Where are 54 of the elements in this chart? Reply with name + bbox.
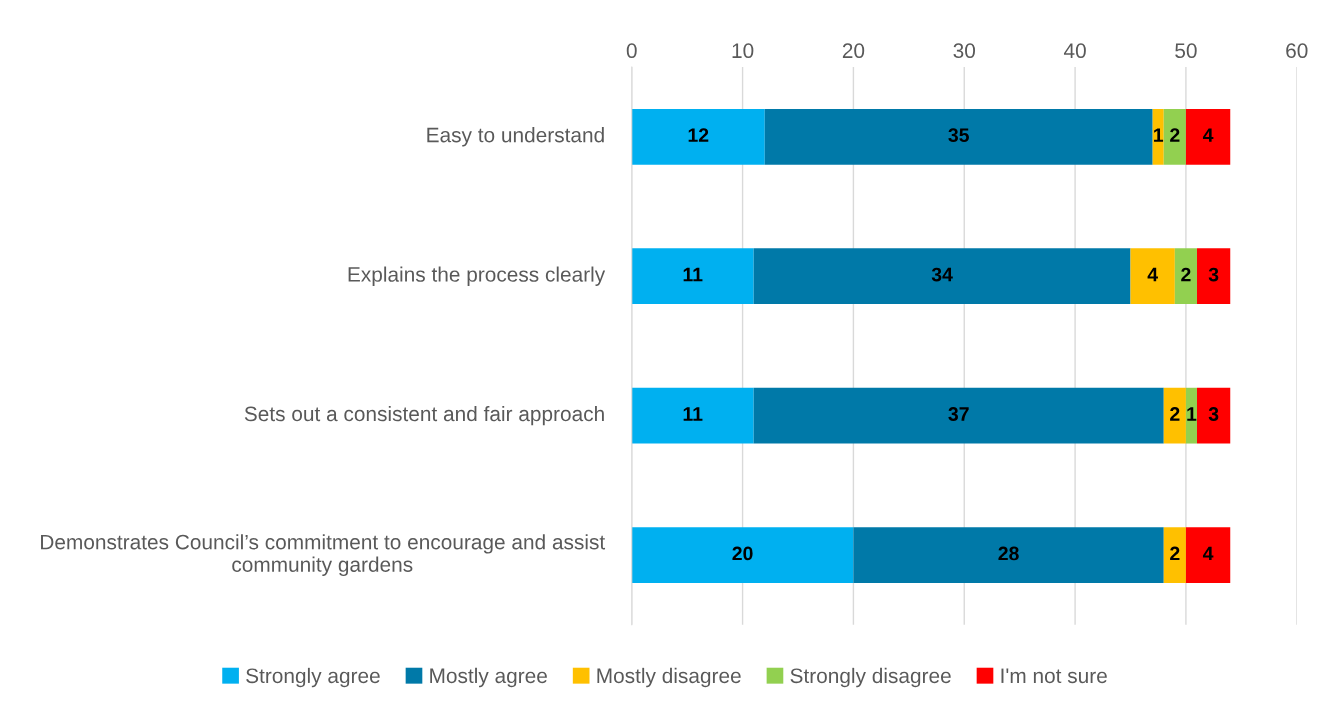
data-label: 4 [1202,128,1214,142]
legend-label: Mostly disagree [597,667,741,688]
data-label: 1 [1187,407,1197,421]
x-tick-label: 30 [953,43,976,59]
data-label: 3 [1208,407,1219,421]
data-label: 1 [1154,128,1164,142]
bar [853,527,1164,583]
legend-label: I'm not sure [1001,668,1107,684]
bar [631,248,754,305]
bar [1185,108,1231,165]
x-tick-label: 50 [1175,43,1197,59]
data-label: 35 [948,128,969,143]
y-tick-label: Easy to understand [427,127,604,147]
legend-label: Strongly agree [246,667,380,688]
bar [1163,387,1186,444]
bar [1174,248,1197,305]
data-label: 37 [948,407,969,421]
bar [1163,527,1186,583]
bar [1163,108,1186,165]
bar [631,387,754,444]
y-tick-label: Explains the process clearly [348,266,606,286]
bar [1197,248,1231,305]
bar [753,387,1164,444]
legend-label: Mostly agree [430,667,547,688]
data-label: 28 [998,546,1019,561]
data-label: 4 [1147,267,1158,282]
x-tick-label: 0 [626,43,637,59]
x-tick-label: 20 [842,43,865,59]
data-label: 2 [1170,407,1180,421]
bar [1130,248,1175,305]
y-tick-label: Sets out a consistent and fair approach [244,405,604,426]
data-label: 11 [683,267,703,282]
data-label: 12 [688,128,709,142]
data-label: 2 [1170,128,1180,142]
data-label: 20 [732,546,753,561]
bar [631,108,765,165]
bar [1197,387,1231,444]
bar [1185,387,1197,444]
data-label: 34 [931,267,953,282]
data-label: 4 [1202,546,1214,561]
x-tick-label: 10 [732,43,754,59]
data-label: 3 [1208,267,1219,282]
bar [1152,108,1164,165]
bar [753,248,1131,305]
bar [1185,527,1231,583]
data-label: 2 [1170,546,1180,561]
y-tick-label: Demonstrates Council’s commitment to encourage and assist community gardens [41,534,606,577]
data-label: 2 [1181,267,1191,282]
x-tick-label: 40 [1063,43,1086,59]
data-label: 11 [683,407,703,421]
legend-label: Strongly disagree [790,667,951,688]
bar [631,527,854,583]
x-tick-label: 60 [1286,43,1308,59]
bar [764,108,1153,165]
